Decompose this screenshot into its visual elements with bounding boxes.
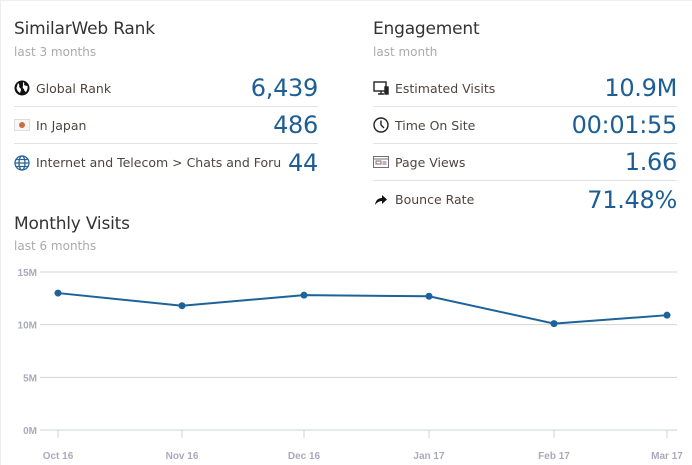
page-views-icon (373, 154, 389, 170)
engagement-row-pageviews: Page Views 1.66 (373, 144, 677, 181)
monitor-icon (373, 80, 389, 96)
engagement-row-visits: Estimated Visits 10.9M (373, 70, 677, 107)
engagement-value: 71.48% (587, 185, 677, 214)
rank-value: 486 (273, 111, 318, 139)
engagement-row-time: Time On Site 00:01:55 (373, 107, 677, 144)
rank-row-global: Global Rank 6,439 (14, 70, 318, 107)
engagement-title: Engagement (373, 19, 480, 39)
visits-subtitle: last 6 months (14, 239, 97, 253)
clock-icon (373, 117, 389, 133)
rank-row-category[interactable]: Internet and Telecom > Chats and Foru...… (14, 144, 318, 181)
rank-value: 6,439 (250, 74, 319, 102)
engagement-subtitle: last month (373, 45, 438, 59)
globe-filled-icon (14, 80, 30, 96)
rank-label: In Japan (36, 117, 87, 133)
engagement-label: Estimated Visits (395, 80, 496, 96)
engagement-label: Bounce Rate (395, 192, 475, 207)
rank-row-country: In Japan 486 (14, 107, 318, 144)
rank-label: Internet and Telecom > Chats and Foru... (36, 155, 283, 170)
japan-flag-icon (14, 117, 30, 133)
engagement-value: 00:01:55 (571, 111, 678, 139)
globe-outline-icon (14, 154, 30, 171)
visits-title: Monthly Visits (14, 214, 130, 234)
engagement-label: Time On Site (395, 117, 476, 133)
rank-title: SimilarWeb Rank (14, 19, 155, 39)
engagement-value: 1.66 (624, 148, 678, 176)
engagement-row-bounce: Bounce Rate 71.48% (373, 181, 677, 218)
rank-value: 44 (288, 148, 318, 177)
rank-label: Global Rank (36, 80, 112, 96)
engagement-value: 10.9M (604, 74, 677, 102)
engagement-label: Page Views (395, 154, 466, 170)
bounce-arrow-icon (373, 192, 389, 208)
rank-subtitle: last 3 months (14, 45, 97, 59)
